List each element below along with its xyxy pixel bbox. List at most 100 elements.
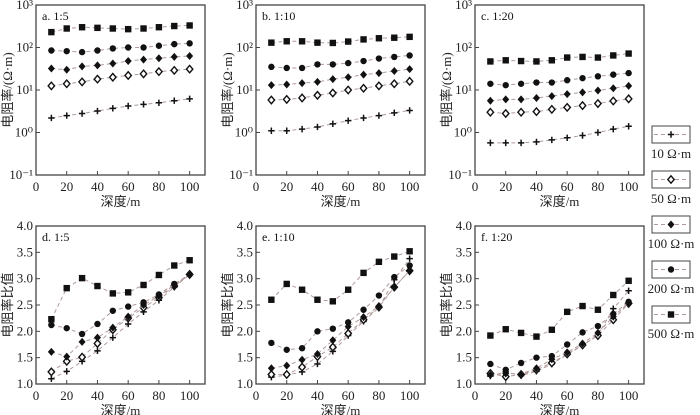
data-point xyxy=(548,326,556,333)
series-square xyxy=(48,257,193,323)
data-point xyxy=(109,290,117,297)
data-point xyxy=(487,332,494,339)
series-circle xyxy=(268,262,413,353)
data-point xyxy=(487,58,494,65)
data-point xyxy=(155,24,163,31)
series-line xyxy=(490,85,629,102)
data-point xyxy=(548,92,556,101)
data-point xyxy=(375,69,383,78)
data-point xyxy=(62,356,71,367)
panel-title: c. 1:20 xyxy=(481,9,514,23)
data-point xyxy=(579,339,587,348)
data-point xyxy=(298,355,306,364)
data-point xyxy=(78,274,86,282)
data-point xyxy=(268,127,275,134)
data-point xyxy=(579,74,586,82)
series-line xyxy=(490,290,630,377)
series-line xyxy=(51,24,190,33)
x-tick-label: 0 xyxy=(472,388,479,403)
x-tick-label: 60 xyxy=(342,388,355,403)
data-point xyxy=(109,25,117,32)
data-point xyxy=(579,329,586,336)
y-tick-label: 4.0 xyxy=(237,218,253,233)
data-point xyxy=(282,94,291,105)
data-point xyxy=(391,273,398,281)
data-point xyxy=(548,79,556,86)
data-point xyxy=(625,69,632,77)
series-diamond xyxy=(486,298,633,380)
data-point xyxy=(375,35,383,42)
data-point xyxy=(594,73,602,80)
data-point xyxy=(391,34,398,41)
y-tick-label: 10² xyxy=(455,40,472,55)
x-tick-label: 60 xyxy=(122,179,135,194)
data-point xyxy=(78,337,86,346)
panel-title: a. 1:5 xyxy=(42,9,69,23)
data-point xyxy=(517,139,525,147)
data-point xyxy=(328,88,337,98)
data-point xyxy=(391,253,398,260)
x-tick-label: 40 xyxy=(311,179,324,194)
data-point xyxy=(406,266,414,275)
data-point xyxy=(625,50,632,57)
data-point xyxy=(579,53,586,61)
x-tick-label: 40 xyxy=(530,179,543,194)
legend-marker-icon xyxy=(667,131,675,138)
y-tick-label: 10² xyxy=(236,40,253,55)
data-point xyxy=(502,95,510,104)
y-tick-label: 10⁰ xyxy=(15,125,33,140)
legend-label: 200 Ω·m xyxy=(648,281,695,296)
x-tick-label: 60 xyxy=(342,179,355,194)
series-plus xyxy=(487,287,632,380)
data-point xyxy=(406,248,413,255)
data-point xyxy=(374,81,384,91)
data-point xyxy=(532,364,540,373)
data-point xyxy=(124,289,132,296)
data-point xyxy=(78,48,86,56)
x-tick-label: 100 xyxy=(180,388,200,403)
data-point xyxy=(283,280,290,288)
data-point xyxy=(298,286,306,293)
data-point xyxy=(594,328,602,337)
data-point xyxy=(124,312,132,321)
data-point xyxy=(298,64,306,72)
series-line xyxy=(271,270,411,376)
data-point xyxy=(283,64,290,72)
data-point xyxy=(625,277,632,284)
y-axis-title: 电阻率比值 xyxy=(0,272,15,337)
series-open-diamond xyxy=(47,64,194,91)
data-point xyxy=(344,85,353,95)
data-point xyxy=(109,105,117,112)
data-point xyxy=(93,333,101,342)
y-tick-label: 1.5 xyxy=(456,350,472,365)
data-point xyxy=(360,269,367,277)
data-point xyxy=(502,57,509,64)
y-tick-label: 10² xyxy=(16,40,33,55)
data-point xyxy=(563,77,571,84)
data-point xyxy=(344,328,353,339)
data-point xyxy=(375,302,383,311)
data-point xyxy=(171,97,178,104)
data-point xyxy=(109,323,117,332)
legend-marker-icon xyxy=(666,174,676,185)
data-point xyxy=(360,313,368,322)
panel-e: 0 20 40 60 80 100 1.0 1.5 2.0 2.5 3.0 3.5 4.0 e. 1:10… xyxy=(220,218,426,415)
x-axis-title: 深度/m xyxy=(101,194,141,209)
x-tick-label: 20 xyxy=(60,179,73,194)
data-point xyxy=(171,22,178,30)
x-tick-label: 0 xyxy=(33,388,40,403)
data-point xyxy=(93,338,102,349)
series-line xyxy=(51,98,190,119)
data-point xyxy=(48,321,55,329)
data-point xyxy=(186,257,193,264)
data-point xyxy=(186,271,193,278)
legend-item: 50 Ω·m xyxy=(651,170,691,206)
series-diamond xyxy=(486,81,633,105)
series-line xyxy=(271,265,410,351)
data-point xyxy=(487,80,494,87)
data-point xyxy=(155,99,163,106)
data-point xyxy=(63,25,70,32)
data-point xyxy=(594,322,602,330)
data-point xyxy=(344,59,352,67)
data-point xyxy=(171,280,178,288)
